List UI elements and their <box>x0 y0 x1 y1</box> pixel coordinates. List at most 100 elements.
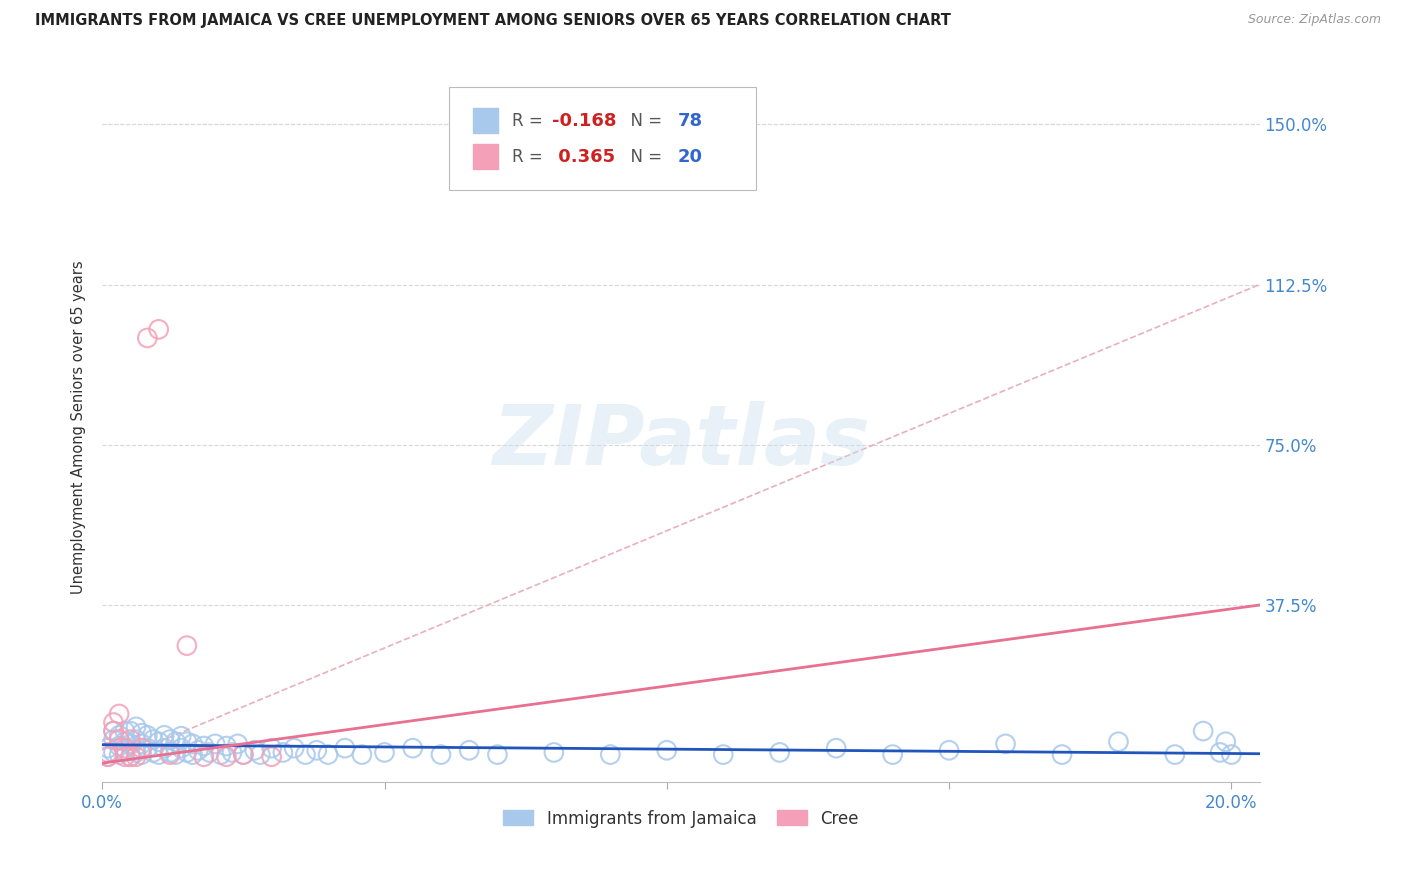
Point <box>148 322 170 336</box>
Point <box>655 743 678 757</box>
Point <box>825 741 848 756</box>
Text: ZIPatlas: ZIPatlas <box>492 401 870 483</box>
Point <box>159 732 181 747</box>
Point <box>97 749 120 764</box>
Point <box>142 732 165 747</box>
Point <box>170 729 193 743</box>
Point <box>165 735 187 749</box>
Point <box>486 747 509 762</box>
Point <box>249 747 271 762</box>
Point <box>1050 747 1073 762</box>
Point <box>114 749 136 764</box>
Point <box>153 728 176 742</box>
FancyBboxPatch shape <box>472 108 498 133</box>
Point <box>711 747 734 762</box>
Point <box>283 741 305 756</box>
Point <box>373 746 395 760</box>
Point <box>131 747 153 762</box>
Point <box>458 743 481 757</box>
Point <box>159 746 181 760</box>
Point <box>176 639 198 653</box>
Point <box>176 746 198 760</box>
Point <box>120 749 142 764</box>
Point <box>1220 747 1243 762</box>
FancyBboxPatch shape <box>472 145 498 169</box>
Point <box>125 746 148 760</box>
Point <box>221 746 243 760</box>
Point <box>108 732 131 747</box>
Point <box>994 737 1017 751</box>
Point <box>543 746 565 760</box>
Point <box>136 741 159 756</box>
Point <box>1107 735 1129 749</box>
Point <box>1215 735 1237 749</box>
Point <box>198 746 221 760</box>
Point <box>181 747 204 762</box>
Point <box>131 737 153 751</box>
Point <box>165 747 187 762</box>
Point <box>305 743 328 757</box>
Text: N =: N = <box>620 148 666 166</box>
Point <box>114 735 136 749</box>
Point <box>193 739 215 753</box>
Point <box>97 749 120 764</box>
Point <box>215 749 238 764</box>
Point <box>108 739 131 753</box>
Point <box>232 747 254 762</box>
Legend: Immigrants from Jamaica, Cree: Immigrants from Jamaica, Cree <box>496 803 865 834</box>
Text: 0.365: 0.365 <box>553 148 616 166</box>
Point <box>1192 724 1215 739</box>
Point <box>187 743 209 757</box>
Point <box>120 732 142 747</box>
Point <box>153 741 176 756</box>
Text: 20: 20 <box>678 148 703 166</box>
Point <box>204 737 226 751</box>
Point <box>108 747 131 762</box>
Point <box>131 741 153 756</box>
Point <box>430 747 453 762</box>
Point <box>159 747 181 762</box>
FancyBboxPatch shape <box>450 87 756 190</box>
Point <box>402 741 425 756</box>
Point <box>125 720 148 734</box>
Point <box>260 749 283 764</box>
Point <box>136 728 159 742</box>
Point <box>350 747 373 762</box>
Point <box>103 746 125 760</box>
Text: N =: N = <box>620 112 666 129</box>
Point <box>103 724 125 739</box>
Point <box>333 741 356 756</box>
Point <box>209 747 232 762</box>
Point <box>316 747 339 762</box>
Point <box>215 739 238 753</box>
Point <box>232 747 254 762</box>
Point <box>103 724 125 739</box>
Point <box>125 749 148 764</box>
Point <box>938 743 960 757</box>
Point <box>108 706 131 721</box>
Point <box>131 726 153 740</box>
Point <box>176 735 198 749</box>
Point <box>193 749 215 764</box>
Point <box>271 746 294 760</box>
Point <box>114 724 136 739</box>
Point <box>294 747 316 762</box>
Point <box>148 735 170 749</box>
Point <box>120 749 142 764</box>
Point <box>120 724 142 739</box>
Text: Source: ZipAtlas.com: Source: ZipAtlas.com <box>1247 13 1381 27</box>
Point <box>170 741 193 756</box>
Text: IMMIGRANTS FROM JAMAICA VS CREE UNEMPLOYMENT AMONG SENIORS OVER 65 YEARS CORRELA: IMMIGRANTS FROM JAMAICA VS CREE UNEMPLOY… <box>35 13 950 29</box>
Point <box>114 743 136 757</box>
Point <box>1164 747 1187 762</box>
Point <box>769 746 792 760</box>
Point <box>226 737 249 751</box>
Point <box>97 746 120 760</box>
Text: R =: R = <box>512 148 548 166</box>
Point <box>181 737 204 751</box>
Text: 78: 78 <box>678 112 703 129</box>
Point <box>1209 746 1232 760</box>
Point <box>136 331 159 345</box>
Point <box>243 743 266 757</box>
Text: R =: R = <box>512 112 548 129</box>
